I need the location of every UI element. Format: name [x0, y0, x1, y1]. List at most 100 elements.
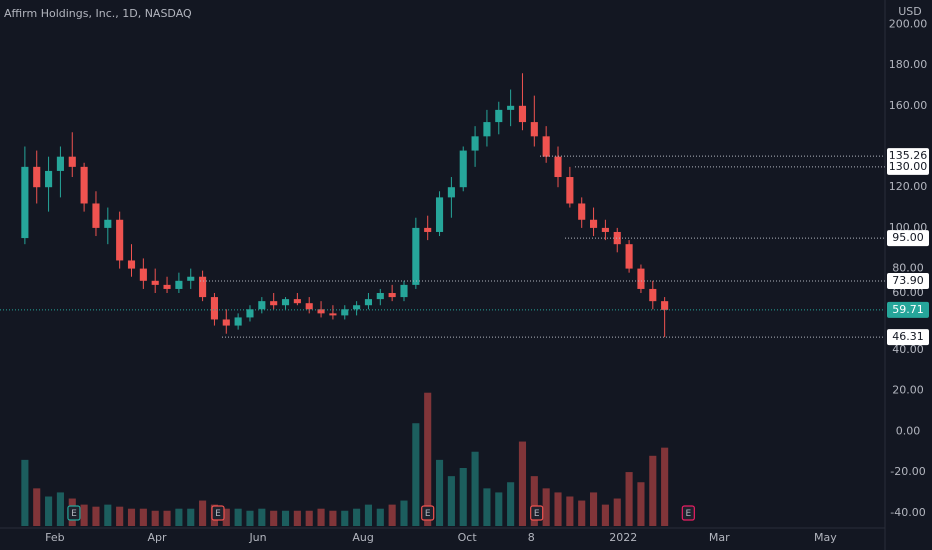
event-marker	[681, 505, 695, 521]
volume-bar	[542, 488, 550, 526]
volume-bar	[353, 508, 361, 526]
last-price-label: 59.71	[892, 303, 924, 316]
y-tick-label: 0.00	[896, 424, 921, 437]
volume-bar	[80, 504, 88, 526]
level-badge	[887, 329, 929, 346]
candle-body	[507, 105, 515, 110]
candle-body	[637, 268, 645, 289]
candle-body	[293, 299, 301, 304]
candle-body	[305, 303, 313, 310]
event-label: E	[685, 509, 691, 519]
x-tick-label: Mar	[709, 531, 730, 544]
volume-bar	[590, 492, 598, 526]
candle-body	[258, 301, 266, 310]
candle-body	[613, 231, 621, 245]
x-tick-label: 2022	[609, 531, 637, 544]
candle-body	[127, 260, 136, 269]
volume-bar	[637, 482, 645, 526]
volume-bar	[127, 508, 136, 526]
volume-bar	[400, 500, 408, 526]
y-tick-label: 180.00	[889, 58, 928, 71]
volume-bar	[329, 510, 337, 526]
candle-body	[104, 219, 112, 228]
volume-bar	[92, 506, 100, 526]
candle-body	[495, 109, 503, 123]
candle-body	[210, 297, 218, 320]
candle-body	[80, 166, 88, 204]
y-tick-label: 120.00	[889, 180, 928, 193]
volume-bar	[447, 476, 455, 526]
volume-bar	[199, 500, 207, 526]
candle-body	[341, 309, 349, 316]
volume-bar	[459, 468, 467, 526]
volume-bar	[222, 508, 230, 526]
volume-bar	[341, 510, 349, 526]
candle-body	[471, 136, 479, 151]
candle-body	[21, 166, 29, 239]
y-tick-label: 20.00	[892, 384, 924, 397]
last-price-badge	[887, 301, 929, 318]
volume-bar	[578, 500, 586, 526]
candle-body	[435, 197, 444, 232]
volume-bar	[424, 392, 432, 526]
candle-body	[364, 299, 373, 306]
volume-bar	[471, 451, 479, 526]
level-label: 95.00	[892, 231, 924, 244]
candle-body	[92, 203, 100, 228]
volume-bar	[151, 510, 159, 526]
volume-bar	[116, 506, 124, 526]
volume-bar	[187, 508, 195, 526]
candle-body	[234, 317, 242, 326]
volume-bar	[56, 492, 64, 526]
volume-bar	[293, 510, 301, 526]
candle-body	[281, 299, 290, 306]
event-label: E	[425, 509, 431, 519]
x-tick-label: Apr	[147, 531, 167, 544]
x-tick-label: Feb	[45, 531, 64, 544]
level-badge	[887, 273, 929, 290]
volume-bar	[163, 510, 171, 526]
currency: USD	[898, 5, 922, 18]
volume-bar	[234, 508, 242, 526]
candle-body	[400, 284, 408, 298]
volume-bar	[412, 423, 420, 526]
level-label: 130.00	[889, 160, 928, 173]
event-label: E	[534, 509, 540, 519]
volume-bar	[388, 504, 396, 526]
candle-body	[222, 319, 230, 326]
volume-bar	[435, 459, 444, 526]
candle-body	[45, 170, 53, 188]
candle-body	[649, 288, 657, 302]
volume-bar	[566, 496, 574, 526]
volume-bar	[258, 508, 266, 526]
chart-title: Affirm Holdings, Inc., 1D, NASDAQ	[4, 7, 192, 20]
volume-bar	[376, 508, 384, 526]
volume-bar	[554, 492, 562, 526]
volume-bar	[33, 488, 41, 526]
volume-bar	[649, 455, 657, 526]
candle-body	[270, 301, 278, 306]
candle-body	[447, 187, 455, 198]
candle-body	[530, 122, 538, 137]
x-tick-label: May	[814, 531, 837, 544]
candle-body	[578, 203, 586, 220]
volume-bar	[317, 508, 325, 526]
volume-bar	[364, 504, 373, 526]
candle-body	[353, 305, 361, 310]
y-tick-label: 60.00	[892, 286, 924, 299]
candle-body	[554, 156, 562, 178]
volume-bar	[246, 510, 254, 526]
candle-body	[246, 309, 254, 318]
y-tick-label: 40.00	[892, 343, 924, 356]
event-marker	[67, 505, 81, 521]
candle-body	[187, 276, 195, 281]
candle-body	[483, 122, 491, 137]
volume-bar	[483, 488, 491, 526]
candle-body	[163, 284, 171, 289]
level-badge	[887, 230, 929, 247]
x-tick-label: Aug	[352, 531, 373, 544]
volume-bar	[613, 498, 621, 526]
y-tick-label: -20.00	[890, 465, 925, 478]
x-tick-label: 8	[528, 531, 535, 544]
